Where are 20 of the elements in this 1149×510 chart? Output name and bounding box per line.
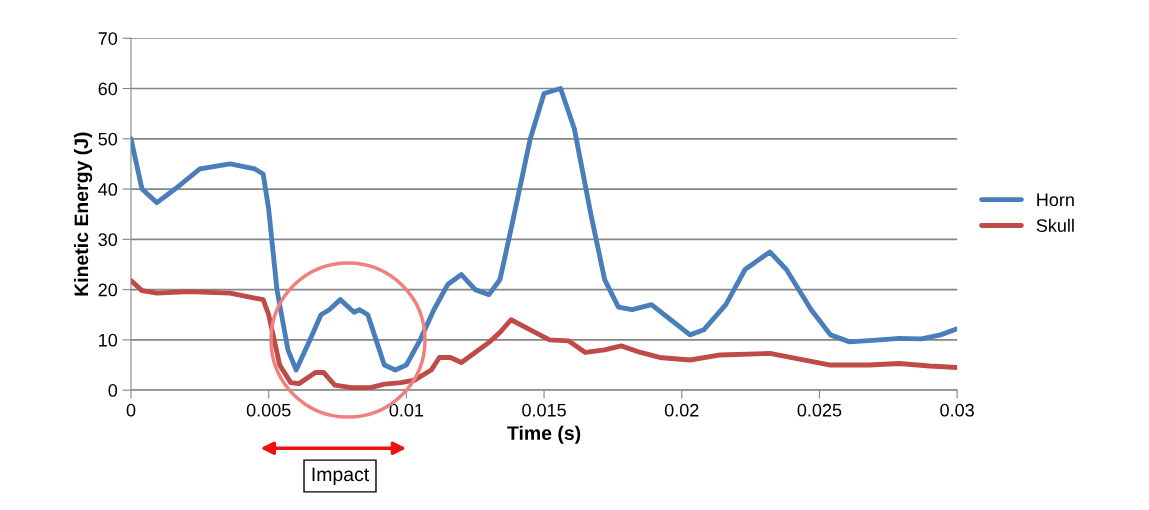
text: Impact xyxy=(312,467,370,486)
y-tick-label: 40 xyxy=(98,183,118,196)
y-axis-title: Kinetic Energy (J) xyxy=(73,132,93,296)
y-tick-label: 60 xyxy=(98,82,118,96)
x-tick-label: 0.005 xyxy=(246,403,291,417)
x-tick-label: 0.025 xyxy=(797,403,842,417)
x-tick-label: 0 xyxy=(126,403,136,417)
x-tick-label: 0.02 xyxy=(664,403,699,417)
y-tick-label: 20 xyxy=(98,283,118,297)
x-tick-label: 0.015 xyxy=(522,403,566,417)
legend-label: Horn xyxy=(1037,193,1074,207)
x-tick-label: 0.03 xyxy=(940,403,974,417)
x-tick-label: 0.01 xyxy=(389,403,424,417)
x-axis-title: Time (s) xyxy=(507,425,581,444)
y-tick-label: 10 xyxy=(99,333,118,347)
legend-label: Skull xyxy=(1036,218,1074,232)
y-tick-label: 0 xyxy=(108,384,118,397)
y-tick-label: 50 xyxy=(98,132,118,146)
y-tick-label: 70 xyxy=(98,32,118,45)
y-tick-label: 30 xyxy=(98,233,118,247)
